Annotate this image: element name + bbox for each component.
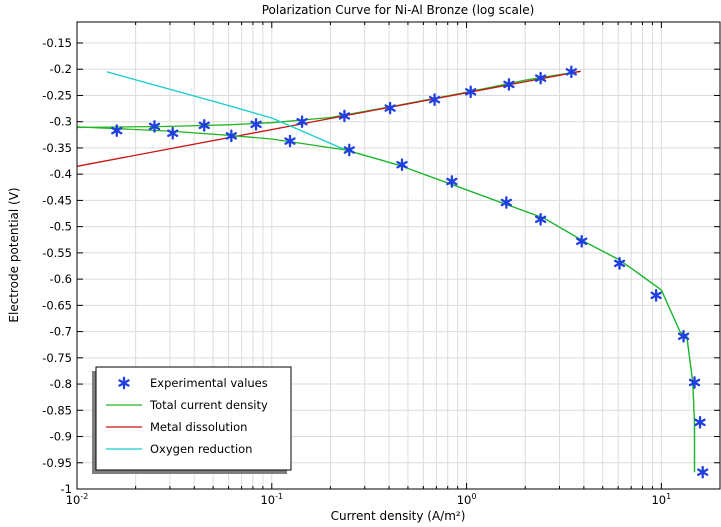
experimental-point [446, 175, 458, 188]
experimental-point [500, 196, 512, 209]
experimental-point [198, 119, 210, 132]
experimental-point [534, 71, 547, 85]
experimental-point [384, 101, 396, 115]
experimental-point [296, 115, 308, 129]
y-tick-label: -0.25 [42, 88, 72, 102]
y-tick-label: -0.65 [42, 298, 72, 312]
total-current-density-line [76, 70, 581, 129]
legend: Experimental values Total current density… [92, 366, 292, 474]
legend-label: Metal dissolution [150, 420, 247, 434]
experimental-point [503, 78, 515, 91]
experimental-point [167, 126, 179, 140]
experimental-point [688, 376, 701, 389]
experimental-point [225, 129, 238, 143]
experimental-point [284, 134, 296, 148]
y-tick-label: -0.6 [50, 272, 72, 286]
y-axis-label: Electrode potential (V) [7, 187, 21, 322]
experimental-point [576, 234, 588, 248]
y-tick-label: -0.4 [50, 167, 72, 181]
y-tick-label: -0.5 [50, 220, 72, 234]
plot-frame [76, 21, 721, 490]
series-layer [76, 65, 709, 479]
legend-label: Oxygen reduction [150, 442, 252, 456]
y-tick-label: -1 [61, 482, 72, 496]
legend-box [95, 366, 292, 471]
y-tick-label: -0.9 [50, 430, 72, 444]
metal-dissolution-line [76, 70, 581, 167]
legend-label: Total current density [149, 398, 268, 412]
experimental-point [694, 416, 706, 429]
experimental-point [650, 289, 662, 302]
experimental-point [428, 93, 441, 107]
y-tick-label: -0.15 [42, 36, 72, 50]
experimental-point [396, 158, 408, 172]
y-tick-label: -0.95 [42, 456, 72, 470]
experimental-point [697, 465, 709, 479]
x-tick-label: 10-2 [66, 492, 89, 507]
x-tick-label: 100 [457, 492, 477, 507]
experimental-point [465, 85, 477, 99]
tick-labels: -0.15 -0.2 -0.25 -0.3 -0.35 -0.4 -0.45 -0.5 -0.5… [42, 36, 671, 507]
x-tick-label: 10-1 [260, 492, 283, 507]
x-tick-label: 101 [651, 492, 671, 507]
y-tick-label: -0.35 [42, 141, 72, 155]
legend-marker [118, 376, 130, 390]
y-tick-label: -0.45 [42, 193, 72, 207]
experimental-point [534, 212, 547, 226]
y-tick-label: -0.7 [50, 325, 72, 339]
y-tick-label: -0.75 [42, 351, 72, 365]
axis-ticks [76, 22, 721, 490]
y-tick-label: -0.85 [42, 403, 72, 417]
experimental-point [613, 257, 626, 270]
experimental-point [111, 124, 123, 137]
chart-title: Polarization Curve for Ni-Al Bronze (log… [262, 3, 535, 17]
experimental-point [148, 120, 161, 133]
experimental-point [677, 329, 690, 343]
experimental-point [338, 109, 351, 123]
legend-label: Experimental values [150, 376, 268, 390]
experimental-point [565, 65, 577, 79]
y-tick-label: -0.55 [42, 246, 72, 260]
experimental-point [250, 117, 262, 131]
y-tick-label: -0.3 [50, 115, 72, 129]
y-tick-label: -0.8 [50, 377, 72, 391]
y-tick-label: -0.2 [50, 62, 72, 76]
x-axis-label: Current density (A/m²) [331, 509, 466, 523]
experimental-point [343, 143, 355, 157]
